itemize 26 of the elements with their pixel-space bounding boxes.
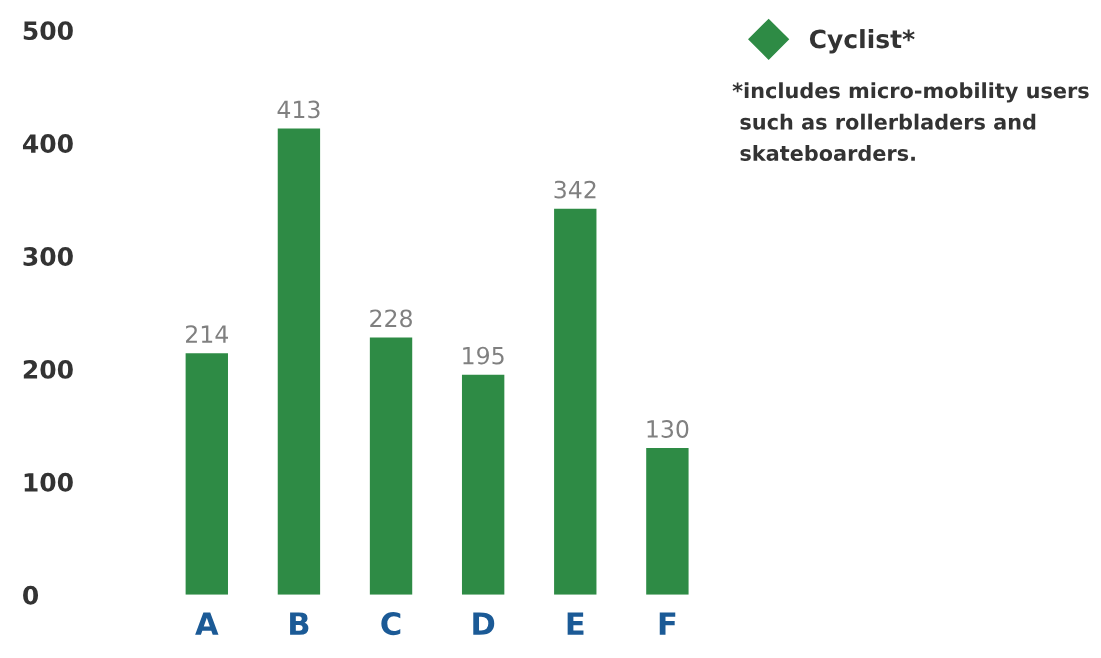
bar	[277, 128, 321, 595]
x-tick-label: F	[659, 612, 676, 635]
data-label: 214	[186, 325, 229, 343]
x-tick-label: E	[567, 612, 584, 635]
bar	[461, 374, 505, 595]
bar	[185, 353, 228, 595]
y-tick-label: 100	[24, 472, 73, 492]
bar	[554, 208, 597, 595]
data-label: 413	[277, 100, 320, 119]
bar	[646, 448, 689, 595]
data-label: 342	[554, 180, 596, 199]
y-tick-label: 0	[23, 585, 39, 605]
y-tick-label: 200	[23, 359, 73, 379]
data-label: 228	[370, 309, 412, 328]
y-tick-label: 300	[23, 247, 73, 266]
y-tick-label: 500	[23, 21, 73, 41]
x-tick-label: A	[195, 612, 219, 635]
text: *includes micro-mobility users such as rollerbladers and skateboarders.	[732, 82, 1089, 162]
x-tick-label: C	[381, 612, 401, 636]
bar	[369, 337, 413, 595]
y-tick-label: 400	[22, 134, 73, 154]
data-label: 195	[463, 346, 504, 365]
legend-label: Cyclist*	[809, 29, 915, 54]
x-tick-label: D	[473, 612, 495, 635]
x-tick-label: B	[290, 612, 309, 635]
data-label: 130	[647, 420, 689, 438]
